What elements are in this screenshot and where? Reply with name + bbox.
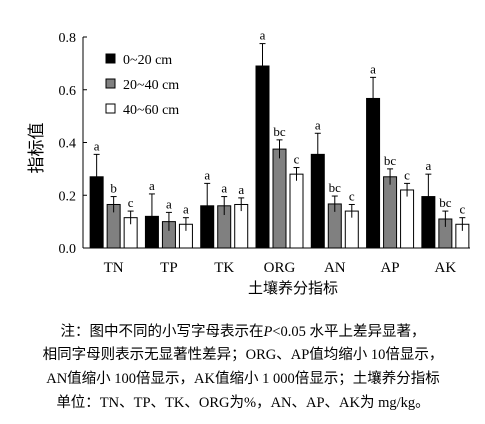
significance-label: c [128,195,134,210]
significance-label: bc [329,180,342,195]
x-tick-label: AP [380,260,399,276]
y-axis-label: 指标值 [27,123,46,174]
x-tick-label: AK [435,260,457,276]
significance-label: a [149,178,155,193]
legend-label: 0~20 cm [123,53,172,68]
x-axis-label: 土壤养分指标 [248,279,338,297]
significance-label: a [425,158,431,173]
x-tick-label: TN [104,260,124,276]
y-tick-label: 0.0 [59,242,77,257]
significance-label: bc [439,195,452,210]
bar [255,65,270,249]
figure-note-line-1: 注：图中不同的小写字母表示在P<0.05 水平上差异显著， [8,321,478,343]
significance-label: a [94,138,100,153]
bar [400,189,415,249]
significance-label: a [221,181,227,196]
significance-label: a [260,28,266,43]
significance-label: a [183,202,189,217]
x-tick-label: AN [324,260,346,276]
significance-label: b [110,181,117,196]
significance-label: a [370,61,376,76]
significance-label: c [349,188,355,203]
significance-label: a [315,117,321,132]
bar [366,97,381,249]
note-p-symbol: P [263,324,273,340]
x-tick-label: TP [160,260,178,276]
significance-label: c [459,202,465,217]
significance-label: bc [273,124,286,139]
significance-label: c [404,167,410,182]
figure-note-line-3: AN值缩小 100倍显示，AK值缩小 1 000倍显示；土壤养分指标 [46,371,440,387]
y-tick-label: 0.4 [59,137,77,152]
y-tick-label: 0.8 [59,31,77,46]
significance-label: a [166,196,172,211]
figure-note-line-4: 单位：TN、TP、TK、ORG为%，AN、AP、AK为 mg/kg。 [56,395,430,411]
note-text: 注：图中不同的小写字母表示在 [60,324,264,340]
chart-legend: 0~20 cm 20~40 cm 40~60 cm [105,53,179,118]
figure-note-line-2: 相同字母则表示无显著性差异；ORG、AP值均缩小 10倍显示， [42,347,444,363]
legend-swatch [105,103,116,114]
legend-swatch [105,78,116,89]
y-tick-label: 0.2 [59,189,77,204]
note-text: <0.05 水平上差异显著， [272,324,426,340]
legend-swatch [105,53,116,64]
x-tick-label: TK [214,260,234,276]
significance-label: a [238,182,244,197]
legend-label: 40~60 cm [123,103,179,118]
x-tick-label: ORG [264,260,296,276]
y-tick-label: 0.6 [59,84,77,99]
chart-axes: 0.0 0.2 0.4 0.6 0.8 TN TP TK ORG AN AP AK [59,31,470,276]
significance-label: bc [384,153,397,168]
bar [289,173,304,249]
significance-label: a [204,167,210,182]
significance-label: c [294,152,300,167]
legend-label: 20~40 cm [123,78,179,93]
bar [383,176,398,249]
bar [272,148,287,249]
